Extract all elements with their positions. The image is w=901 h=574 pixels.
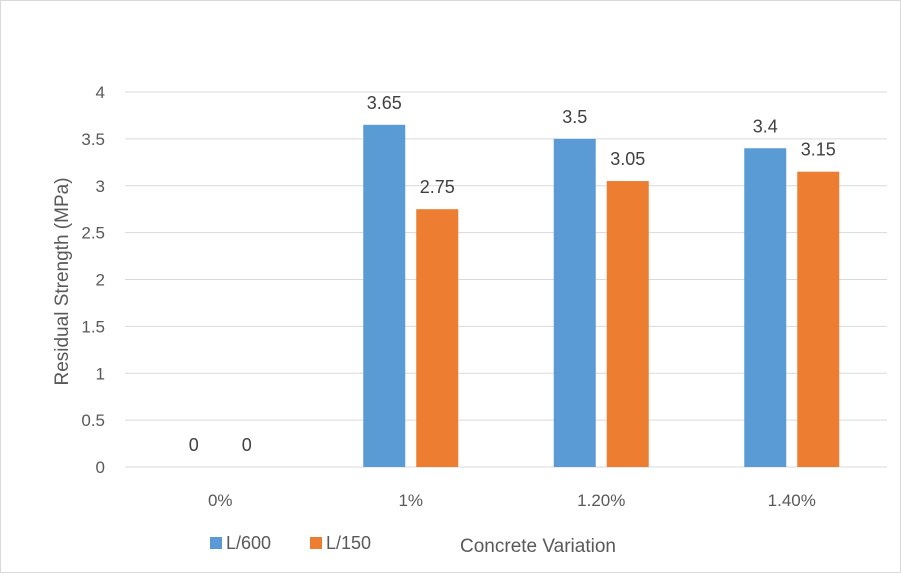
data-label: 3.5	[562, 107, 587, 127]
bar-l-600	[744, 148, 787, 467]
y-tick-label: 1	[96, 364, 105, 383]
legend-label: L/150	[326, 533, 371, 553]
y-tick-label: 0	[96, 458, 105, 477]
data-label: 0	[189, 435, 199, 455]
x-tick-label: 1.20%	[577, 491, 625, 510]
data-label: 3.65	[367, 93, 402, 113]
legend-swatch-l-150	[310, 537, 322, 549]
y-tick-label: 0.5	[81, 411, 105, 430]
x-tick-label: 0%	[208, 491, 233, 510]
y-tick-label: 2	[96, 271, 105, 290]
data-label: 3.4	[753, 116, 778, 136]
legend-swatch-l-600	[210, 537, 222, 549]
y-tick-label: 4	[96, 83, 105, 102]
x-tick-label: 1%	[398, 491, 423, 510]
legend-label: L/600	[226, 533, 271, 553]
y-axis-title: Residual Strength (MPa)	[52, 177, 73, 385]
bar-l-150	[416, 209, 459, 467]
bar-l-600	[553, 138, 596, 467]
data-label: 2.75	[420, 177, 455, 197]
data-label: 0	[242, 435, 252, 455]
bar-l-150	[797, 171, 840, 467]
y-tick-label: 3	[96, 177, 105, 196]
x-tick-label: 1.40%	[768, 491, 816, 510]
bar-l-150	[606, 181, 649, 467]
y-tick-label: 2.5	[81, 224, 105, 243]
y-tick-label: 1.5	[81, 317, 105, 336]
data-label: 3.05	[610, 149, 645, 169]
data-label: 3.15	[801, 140, 836, 160]
y-tick-label: 3.5	[81, 130, 105, 149]
x-axis-title: Concrete Variation	[460, 536, 616, 557]
bar-l-600	[363, 124, 406, 467]
